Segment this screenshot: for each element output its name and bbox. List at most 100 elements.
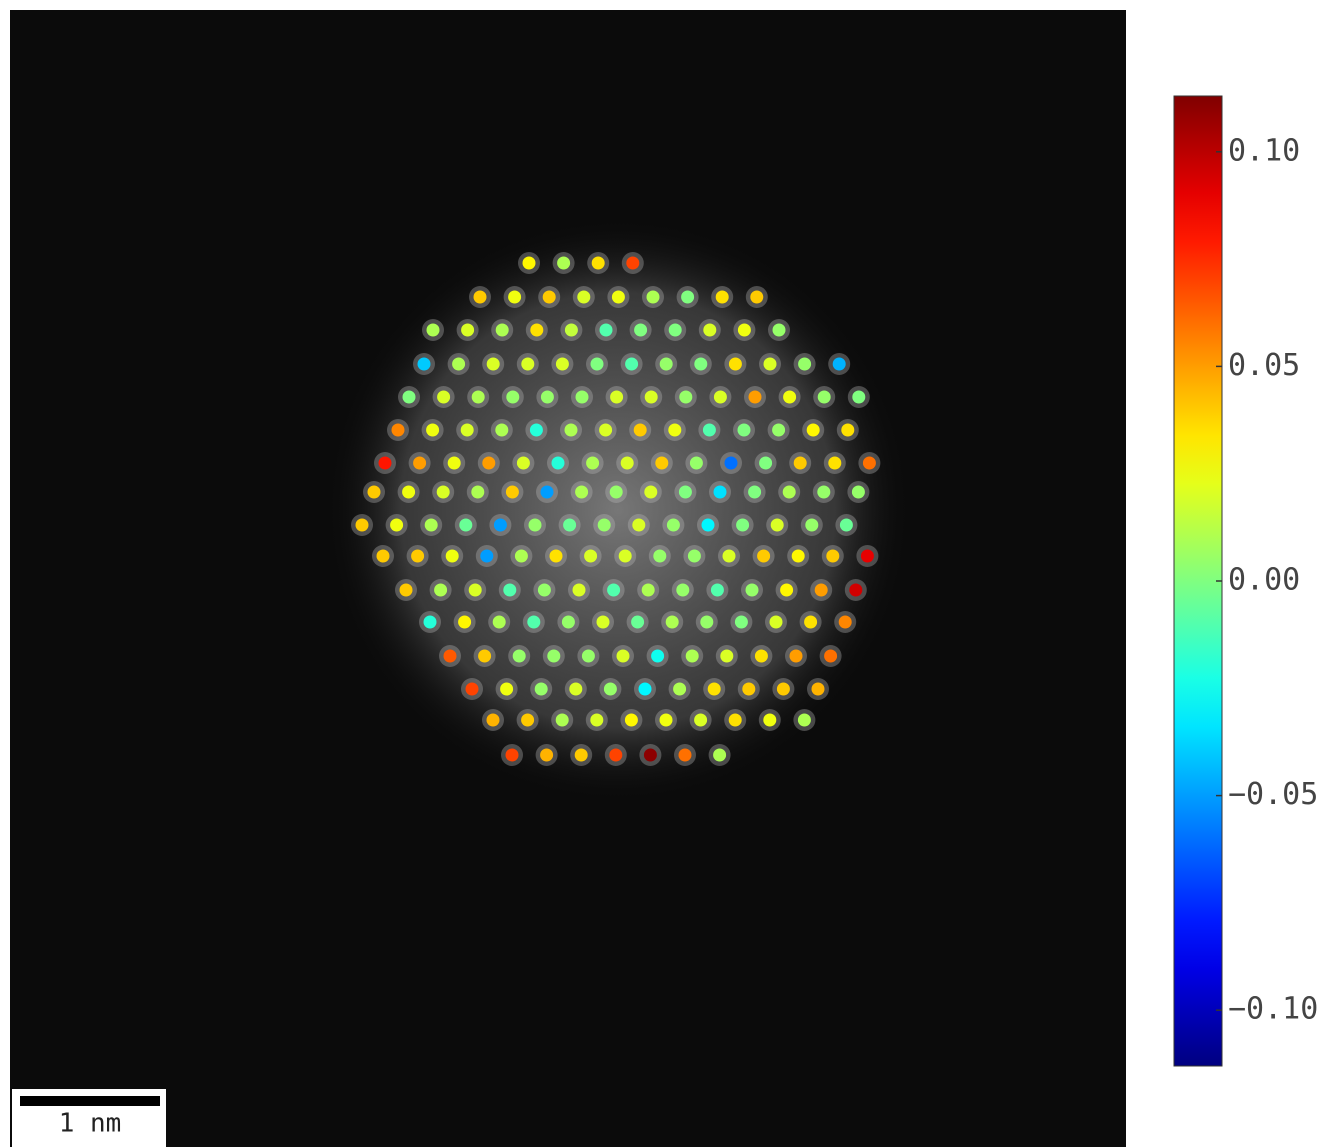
atom	[569, 683, 582, 696]
atom	[609, 749, 622, 762]
atom	[461, 424, 474, 437]
atom	[817, 486, 830, 499]
atom	[690, 457, 703, 470]
atom	[506, 486, 519, 499]
atom	[798, 714, 811, 727]
page: 1 nm 0.100.050.00−0.05−0.10 (() => { con…	[0, 0, 1336, 1147]
atom	[644, 749, 657, 762]
atom	[424, 616, 437, 629]
atom	[711, 584, 724, 597]
colorbar-tick-label: −0.10	[1228, 992, 1318, 1027]
atom	[688, 550, 701, 563]
atom	[676, 584, 689, 597]
atom	[577, 291, 590, 304]
atom	[729, 714, 742, 727]
atom	[500, 683, 513, 696]
atom	[575, 749, 588, 762]
atom	[634, 324, 647, 337]
atom	[772, 424, 785, 437]
atom	[538, 584, 551, 597]
atom	[679, 391, 692, 404]
atom	[426, 424, 439, 437]
atom	[506, 749, 519, 762]
atom	[852, 391, 865, 404]
atom	[619, 550, 632, 563]
atom	[563, 519, 576, 532]
atom	[818, 391, 831, 404]
atom	[815, 584, 828, 597]
atom	[783, 391, 796, 404]
atom	[547, 650, 560, 663]
colorbar-tick-label: −0.05	[1228, 777, 1318, 812]
atom	[742, 683, 755, 696]
atom	[469, 584, 482, 597]
atom	[738, 424, 751, 437]
atom	[651, 650, 664, 663]
colorbar-tick-label: 0.05	[1228, 348, 1300, 383]
atom	[631, 616, 644, 629]
atom	[495, 424, 508, 437]
atom	[427, 324, 440, 337]
atom	[642, 584, 655, 597]
atom	[482, 457, 495, 470]
colorbar-tick-label: 0.00	[1228, 563, 1300, 598]
atom	[437, 486, 450, 499]
atom	[493, 616, 506, 629]
atom	[686, 650, 699, 663]
colorbar	[1174, 96, 1222, 1066]
atom	[418, 358, 431, 371]
atom	[667, 519, 680, 532]
atom	[392, 424, 405, 437]
atom	[521, 358, 534, 371]
atom	[400, 584, 413, 597]
figure: 1 nm 0.100.050.00−0.05−0.10	[0, 0, 1336, 1147]
atom	[471, 486, 484, 499]
atom	[487, 714, 500, 727]
atom	[759, 457, 772, 470]
atom	[446, 550, 459, 563]
atom	[599, 424, 612, 437]
atom	[368, 486, 381, 499]
atom	[506, 391, 519, 404]
atom	[503, 584, 516, 597]
atom	[804, 616, 817, 629]
atom	[562, 616, 575, 629]
atom	[863, 457, 876, 470]
atom	[716, 291, 729, 304]
atom	[600, 324, 613, 337]
atom	[590, 714, 603, 727]
atom	[702, 519, 715, 532]
atom	[565, 424, 578, 437]
atom	[655, 457, 668, 470]
atom	[466, 683, 479, 696]
atom	[770, 616, 783, 629]
atom	[681, 291, 694, 304]
atom	[725, 457, 738, 470]
atom	[669, 324, 682, 337]
atom	[550, 550, 563, 563]
atom	[783, 486, 796, 499]
atom	[736, 519, 749, 532]
atom	[755, 650, 768, 663]
atom	[527, 616, 540, 629]
colorbar-tick-label: 0.10	[1228, 133, 1300, 168]
atom	[411, 550, 424, 563]
atom	[487, 358, 500, 371]
atom	[653, 550, 666, 563]
atom	[508, 291, 521, 304]
atom	[472, 391, 485, 404]
atom	[573, 584, 586, 597]
atom	[452, 358, 465, 371]
atom	[639, 683, 652, 696]
atom	[604, 683, 617, 696]
atom	[777, 683, 790, 696]
atom	[757, 550, 770, 563]
atom	[402, 486, 415, 499]
atom	[729, 358, 742, 371]
atom	[461, 324, 474, 337]
atom	[833, 358, 846, 371]
atom	[792, 550, 805, 563]
atom	[541, 486, 554, 499]
atom	[647, 291, 660, 304]
atom	[714, 486, 727, 499]
